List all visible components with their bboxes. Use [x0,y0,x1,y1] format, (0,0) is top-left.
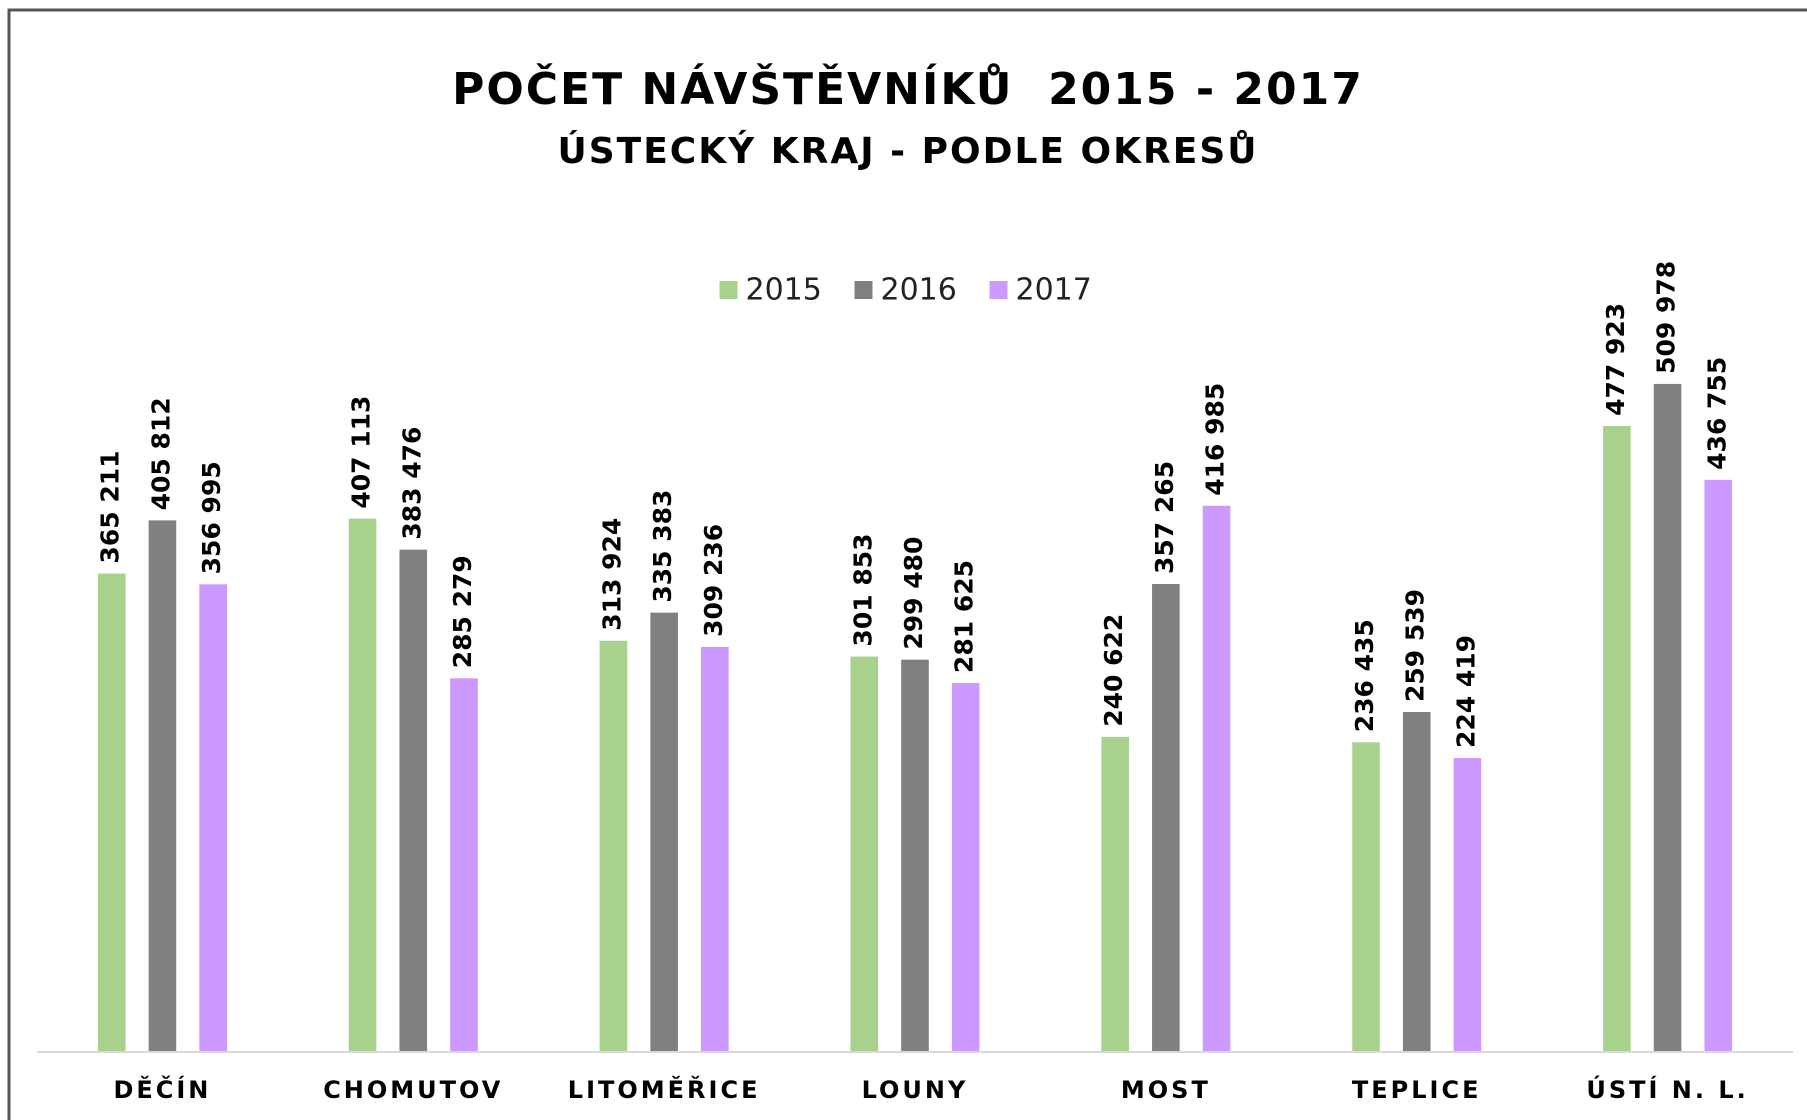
x-tick-label: DĚČÍN [113,1074,211,1104]
bar [148,520,177,1052]
bar [1352,742,1380,1052]
value-label: 236 435 [1350,619,1379,732]
legend-label: 2016 [881,273,957,308]
value-label: 383 476 [397,427,426,540]
value-label: 407 113 [347,396,376,509]
bar [1653,383,1682,1052]
bar [901,659,929,1052]
value-label: 365 211 [96,450,125,563]
value-label: 313 924 [597,518,626,631]
value-label: 285 279 [448,555,477,668]
legend-swatch [719,281,738,299]
bar [1704,479,1733,1052]
bar [1453,758,1482,1052]
bar [450,678,478,1052]
x-tick-label: ÚSTÍ N. L. [1586,1074,1748,1104]
bar [701,646,729,1052]
bar [599,640,628,1052]
bar [951,683,980,1052]
bar [1202,505,1231,1053]
bar [199,584,227,1052]
bar [97,573,126,1052]
legend-label: 2017 [1016,273,1092,308]
x-tick-label: TEPLICE [1352,1076,1482,1104]
value-label: 299 480 [899,537,928,650]
value-label: 477 923 [1601,303,1630,416]
bar [1101,736,1129,1052]
bar [399,549,428,1052]
value-label: 281 625 [950,560,979,673]
legend-label: 2015 [746,273,822,308]
x-tick-label: LOUNY [862,1076,969,1104]
value-label: 509 978 [1652,261,1681,374]
chart-subtitle: ÚSTECKÝ KRAJ - PODLE OKRESŮ [557,129,1258,172]
x-tick-label: MOST [1121,1076,1211,1104]
legend-swatch [854,281,873,299]
value-label: 301 853 [848,533,877,646]
bar [1603,425,1631,1052]
x-tick-label: CHOMUTOV [323,1076,503,1104]
value-label: 356 995 [197,461,226,574]
bar [1152,583,1180,1052]
value-label: 259 539 [1401,589,1430,702]
chart-title: POČET NÁVŠTĚVNÍKŮ 2015 - 2017 [452,62,1364,115]
value-label: 436 755 [1702,357,1731,470]
value-label: 405 812 [146,397,175,510]
value-label: 357 265 [1150,461,1179,574]
value-label: 240 622 [1099,614,1128,727]
value-label: 416 985 [1201,383,1230,496]
value-label: 309 236 [699,524,728,637]
bar [1402,712,1431,1052]
x-tick-label: LITOMĚŘICE [568,1075,761,1104]
bar [850,656,879,1052]
legend-swatch [989,281,1008,299]
value-label: 335 383 [648,490,677,603]
bar [650,612,678,1052]
bar [348,518,377,1052]
value-label: 224 419 [1451,635,1480,748]
